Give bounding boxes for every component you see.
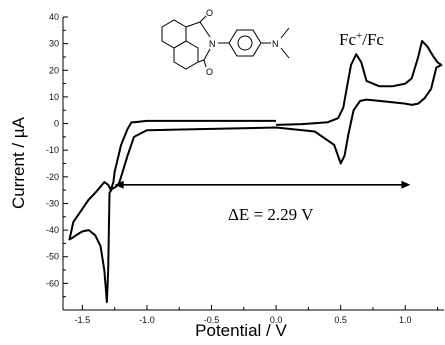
fc-label-base: Fc (339, 30, 356, 49)
y-tick-label: -50 (46, 252, 59, 262)
x-axis-title: Potential / V (195, 321, 287, 340)
bond-4 (197, 59, 205, 63)
atom-oxygen-top: O (206, 8, 213, 18)
y-tick-label: -20 (46, 172, 59, 182)
y-tick-label: 10 (49, 92, 59, 102)
y-tick-label: -10 (46, 145, 59, 155)
y-tick-label: 20 (49, 65, 59, 75)
delta-e-arrowhead-left (114, 180, 124, 189)
methyl-top (280, 27, 290, 39)
y-tick-label: -40 (46, 225, 59, 235)
x-tick-label: -1.5 (75, 315, 91, 325)
curve-layer (68, 40, 443, 303)
axis-ticks (63, 16, 439, 310)
x-tick-label: -1.0 (139, 315, 155, 325)
naphthalene-ring-left (161, 19, 187, 49)
x-tick-label: 0.5 (334, 315, 347, 325)
atom-nitrogen-imide: N (209, 39, 216, 49)
tick-labels: -1.5 -1.0 -0.5 0.0 0.5 1.0 -60 -50 -40 -30 -20 -10 0… (46, 12, 412, 325)
fc-label-sup: + (356, 30, 362, 42)
naphthalene-ring-right (173, 40, 199, 70)
bond-2 (199, 21, 211, 38)
cv-curve-series (68, 40, 443, 303)
naphthalimide-structure-drawing (161, 15, 290, 70)
y-tick-label: 30 (49, 39, 59, 49)
y-tick-label: 0 (54, 119, 59, 129)
plot-axes (62, 17, 444, 311)
bond-3 (203, 48, 211, 61)
bond-1 (185, 21, 201, 28)
x-tick-label: -0.5 (204, 315, 220, 325)
methyl-bottom (280, 47, 290, 59)
fc-redox-label: Fc+/Fc (339, 30, 384, 49)
phenyl-ring (228, 29, 262, 57)
fc-label-rest: /Fc (362, 30, 384, 49)
delta-e-arrowhead-right (401, 180, 411, 189)
atom-nitrogen-amine: N (272, 39, 279, 49)
x-tick-label: 1.0 (399, 315, 412, 325)
delta-e-annotation: ΔE = 2.29 V (114, 180, 411, 224)
y-axis-title: Current / µA (9, 116, 28, 209)
x-tick-label: 0.0 (270, 315, 283, 325)
phenyl-aromatic-circle (237, 35, 253, 51)
carbonyl-bottom (203, 59, 207, 68)
delta-e-label: ΔE = 2.29 V (228, 205, 314, 224)
y-tick-label: -60 (46, 278, 59, 288)
atom-oxygen-bottom: O (206, 67, 213, 77)
y-tick-label: -30 (46, 198, 59, 208)
carbonyl-top (199, 15, 207, 23)
y-tick-label: 40 (49, 12, 59, 22)
